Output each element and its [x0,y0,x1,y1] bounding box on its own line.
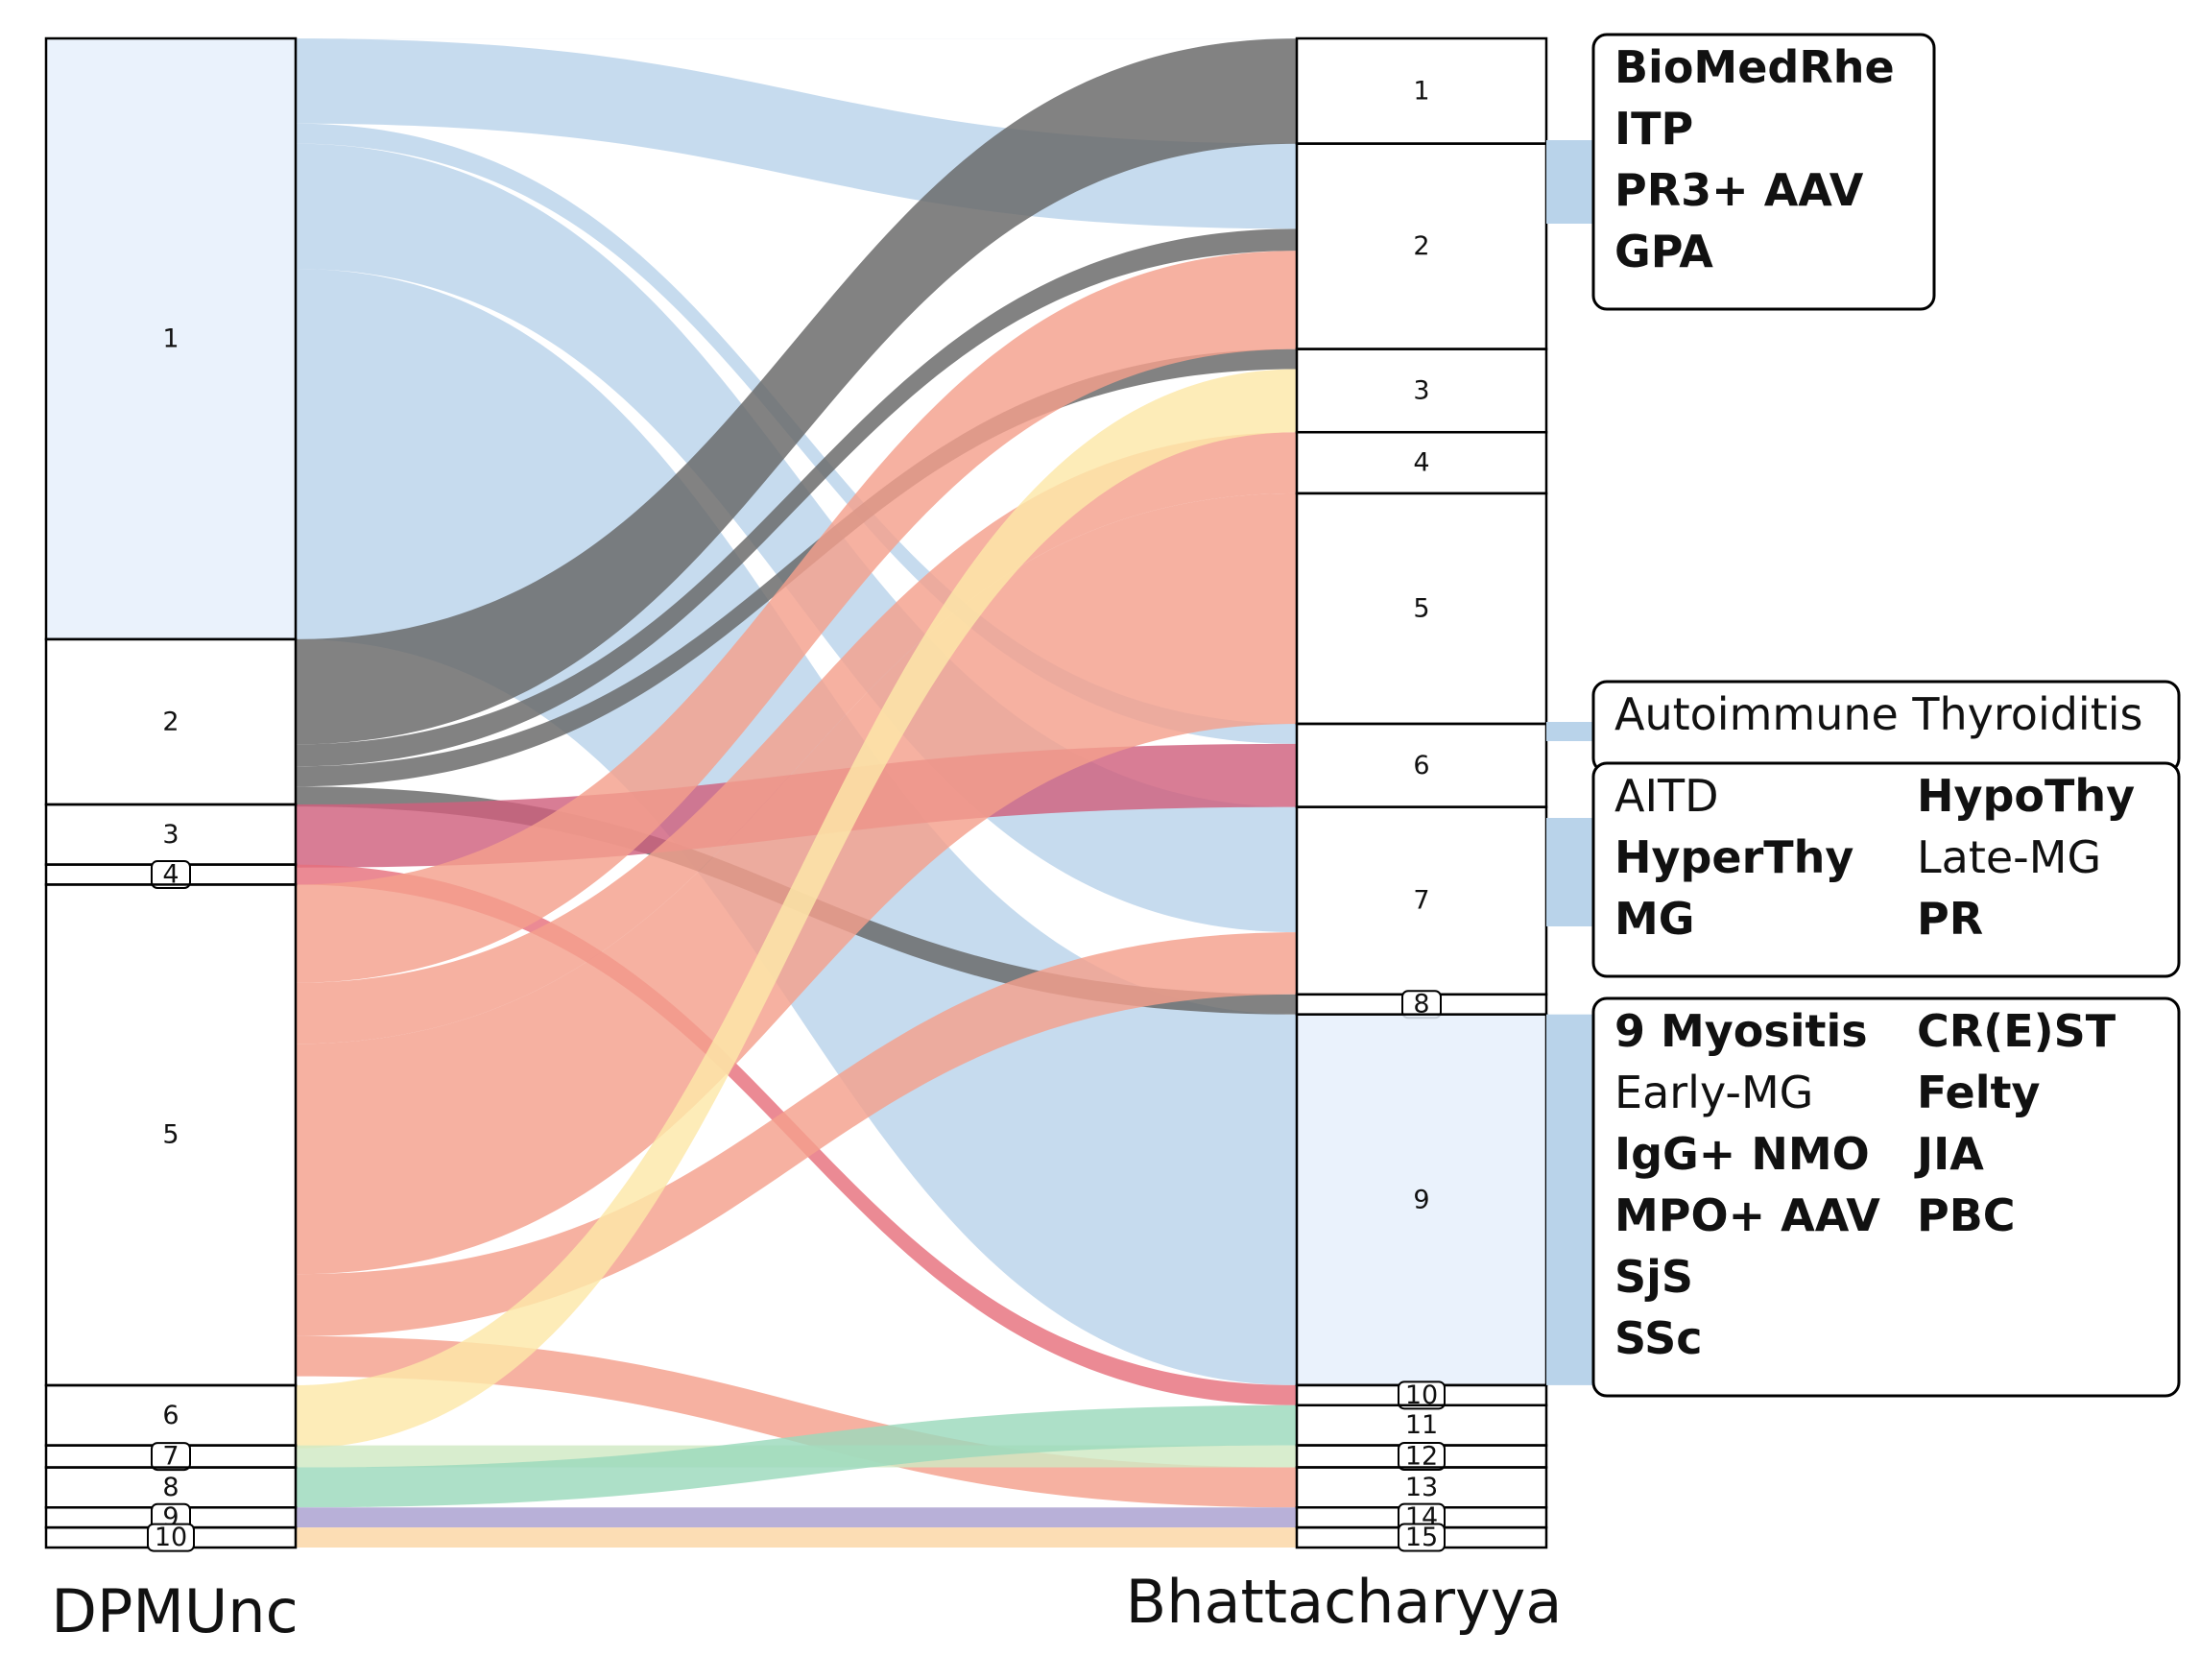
flow-layer [296,38,1297,1548]
label-box-cluster-7-item: HypoThy [1917,770,2135,822]
label-box-cluster-9-item: MPO+ AAV [1614,1189,1880,1241]
flow-5-to-2 [296,251,1297,983]
flow-5-to-4 [296,432,1297,1044]
left-node-4-label: 4 [162,860,179,890]
label-box-cluster-7-item: PR [1917,893,1983,945]
flow-10-to-15 [296,1527,1297,1548]
label-box-layer: BioMedRhe ITP PR3+ AAV GPA Autoimmune Thyroi… [1546,33,2181,1398]
label-box-cluster-6-item: Autoimmune Thyroiditis [1614,688,2143,740]
left-node-10-label: 10 [155,1523,187,1552]
label-box-cluster-9-connector [1546,1014,1593,1385]
label-box-cluster-2 [1591,33,1936,311]
label-box-cluster-7-item: HyperThy [1614,831,1853,883]
right-node-8-label: 8 [1413,990,1429,1020]
label-box-cluster-7-item: AITD [1614,770,1719,822]
label-box-cluster-9-item: 9 Myositis [1614,1005,1868,1057]
left-node-1 [44,36,298,641]
label-box-cluster-9-item: Early-MG [1614,1067,1813,1118]
flow-5-to-7 [296,932,1297,1336]
label-box-cluster-7-connector [1546,818,1593,926]
label-box-cluster-2-connector [1546,140,1593,224]
right-node-4-label: 4 [1413,448,1429,478]
label-box-cluster-7 [1591,761,2181,978]
label-box-cluster-2-item: BioMedRhe [1614,41,1895,93]
left-node-4-badge [151,860,191,890]
left-node-6-label: 6 [162,1401,179,1430]
label-box-cluster-9-item: Felty [1917,1067,2041,1118]
label-box-cluster-9-item: JIA [1914,1128,1984,1180]
right-node-7-label: 7 [1413,886,1429,916]
right-node-15-label: 15 [1405,1523,1438,1552]
label-box-cluster-2-item: GPA [1614,226,1713,277]
label-box-cluster-9 [1591,996,2181,1398]
flow-8-to-11 [296,1404,1297,1508]
right-node-9-label: 9 [1413,1185,1429,1214]
left-node-2-label: 2 [162,707,179,736]
label-box-cluster-2-item: PR3+ AAV [1614,164,1864,216]
label-box-cluster-9-item: SjS [1614,1251,1693,1303]
right-node-13-label: 13 [1405,1473,1438,1502]
right-node-2-label: 2 [1413,231,1429,261]
left-node-3-label: 3 [162,820,179,850]
label-box-cluster-9-item: CR(E)ST [1917,1005,2116,1057]
flow-2-to-1 [296,38,1297,745]
left-node-10-badge [147,1523,195,1552]
left-axis-label: DPMUnc [51,1576,298,1646]
label-box-cluster-2-item: ITP [1614,103,1693,155]
flow-2-to-2 [296,228,1297,767]
label-box-cluster-6-connector [1546,722,1593,741]
right-node-15-badge [1398,1523,1446,1552]
right-node-5-label: 5 [1413,593,1429,623]
right-node-6-label: 6 [1413,751,1429,780]
right-node-11-label: 11 [1405,1410,1438,1440]
flow-9-to-14 [296,1507,1297,1528]
left-node-5-label: 5 [162,1120,179,1150]
left-node-7-label: 7 [162,1442,179,1472]
right-node-3-label: 3 [1413,375,1429,405]
label-box-cluster-9-item: PBC [1917,1189,2016,1241]
left-node-7-badge [151,1442,191,1472]
right-node-9 [1295,1013,1548,1387]
label-box-cluster-7-item: MG [1614,893,1695,945]
right-node-10-badge [1398,1380,1446,1410]
label-box-cluster-7-item: Late-MG [1917,831,2101,883]
flow-1-to-7 [296,143,1297,933]
flow-6-to-3 [296,369,1297,1449]
left-node-8-label: 8 [162,1473,179,1502]
right-node-12-badge [1398,1442,1446,1472]
right-axis-label: Bhattacharyya [1126,1567,1563,1637]
label-box-cluster-9-item: SSc [1614,1312,1702,1364]
label-box-cluster-9-item: IgG+ NMO [1614,1128,1870,1180]
left-node-1-label: 1 [162,324,179,353]
right-node-1-label: 1 [1413,76,1429,106]
